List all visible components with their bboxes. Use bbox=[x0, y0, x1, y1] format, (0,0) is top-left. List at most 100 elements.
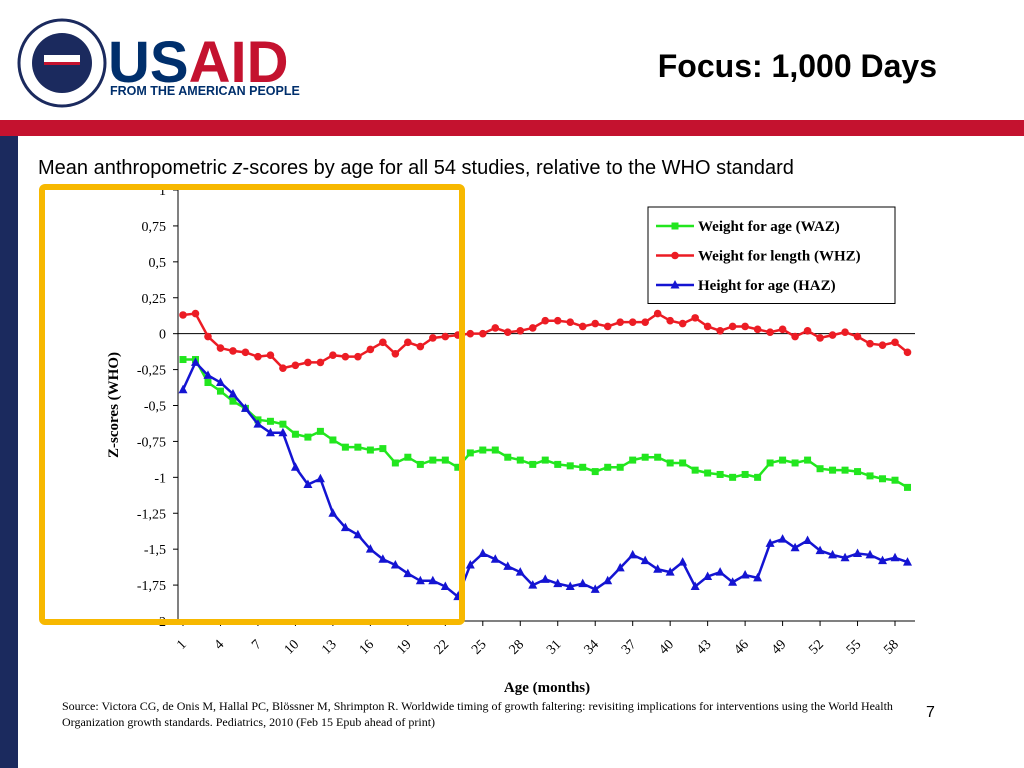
marker bbox=[841, 466, 849, 474]
marker bbox=[479, 446, 487, 454]
x-tick-label: 22 bbox=[432, 637, 453, 658]
marker bbox=[590, 584, 600, 593]
marker bbox=[653, 564, 663, 573]
marker bbox=[404, 338, 412, 347]
marker bbox=[415, 575, 425, 585]
x-tick-label: 10 bbox=[282, 637, 303, 658]
marker bbox=[603, 575, 613, 585]
marker bbox=[903, 348, 912, 357]
marker bbox=[578, 578, 588, 588]
marker bbox=[579, 463, 587, 471]
x-tick-label: 55 bbox=[844, 637, 865, 658]
marker bbox=[566, 318, 575, 326]
marker bbox=[204, 332, 212, 341]
y-tick-label: -0,5 bbox=[144, 400, 166, 415]
series-line bbox=[182, 358, 909, 489]
marker bbox=[690, 581, 700, 591]
marker bbox=[466, 329, 475, 338]
marker bbox=[565, 581, 575, 591]
marker bbox=[304, 433, 312, 441]
marker bbox=[541, 316, 550, 325]
title-part: Mean anthropometric bbox=[38, 157, 233, 179]
marker bbox=[665, 567, 675, 576]
marker bbox=[304, 358, 312, 367]
x-axis-title: Age (months) bbox=[504, 680, 590, 696]
marker bbox=[728, 322, 737, 331]
legend-label: Weight for length (WHZ) bbox=[698, 249, 861, 265]
marker bbox=[666, 459, 674, 467]
y-tick-label: -1,5 bbox=[144, 543, 166, 558]
marker bbox=[353, 529, 363, 539]
marker bbox=[391, 459, 399, 467]
marker bbox=[678, 557, 688, 566]
marker bbox=[441, 332, 450, 341]
marker bbox=[215, 377, 225, 387]
marker bbox=[603, 322, 612, 331]
marker bbox=[741, 322, 749, 331]
marker bbox=[778, 534, 788, 543]
marker bbox=[429, 334, 437, 342]
marker bbox=[853, 332, 862, 341]
marker bbox=[828, 331, 837, 339]
marker bbox=[291, 430, 299, 438]
marker bbox=[829, 466, 837, 474]
marker bbox=[316, 358, 325, 367]
marker bbox=[241, 348, 250, 357]
x-tick-label: 19 bbox=[394, 637, 415, 658]
marker bbox=[253, 419, 263, 428]
logo-us: US bbox=[108, 30, 189, 95]
marker bbox=[616, 318, 624, 326]
y-tick-label: 0,25 bbox=[142, 292, 167, 307]
marker bbox=[878, 341, 887, 349]
x-tick-label: 37 bbox=[619, 637, 640, 658]
marker bbox=[541, 456, 549, 464]
marker bbox=[454, 463, 462, 471]
marker bbox=[828, 549, 838, 559]
marker bbox=[903, 557, 913, 566]
marker bbox=[640, 555, 650, 565]
marker bbox=[766, 328, 774, 337]
marker bbox=[379, 338, 387, 347]
marker bbox=[279, 364, 287, 372]
marker bbox=[528, 580, 538, 589]
marker bbox=[303, 479, 313, 489]
marker bbox=[290, 462, 300, 471]
marker bbox=[703, 322, 712, 331]
marker bbox=[179, 311, 187, 319]
marker bbox=[178, 384, 188, 394]
marker bbox=[204, 379, 212, 387]
marker bbox=[666, 316, 674, 325]
marker bbox=[366, 345, 375, 354]
marker bbox=[879, 475, 887, 483]
marker bbox=[615, 562, 625, 572]
marker bbox=[240, 403, 250, 412]
marker bbox=[779, 456, 787, 464]
marker bbox=[216, 344, 225, 352]
marker bbox=[403, 568, 413, 578]
marker bbox=[629, 456, 637, 464]
marker bbox=[815, 545, 825, 555]
marker bbox=[341, 352, 350, 361]
marker bbox=[804, 456, 812, 464]
x-tick-label: 46 bbox=[731, 637, 752, 658]
marker bbox=[890, 552, 900, 562]
marker bbox=[653, 309, 662, 318]
marker bbox=[528, 324, 537, 332]
marker bbox=[466, 449, 474, 457]
marker bbox=[578, 322, 587, 331]
highlight-box bbox=[39, 184, 465, 625]
chart-title: Mean anthropometric z-scores by age for … bbox=[38, 157, 794, 179]
marker bbox=[440, 581, 450, 591]
logo-aid: AID bbox=[189, 30, 289, 95]
marker bbox=[591, 468, 599, 476]
marker bbox=[279, 420, 287, 428]
title-part: -scores by age for all 54 studies, relat… bbox=[243, 157, 794, 179]
marker bbox=[179, 356, 187, 364]
marker bbox=[803, 535, 813, 545]
marker bbox=[728, 577, 738, 586]
legend-label: Height for age (HAZ) bbox=[698, 278, 836, 294]
marker bbox=[654, 453, 662, 461]
marker bbox=[691, 466, 699, 474]
marker bbox=[754, 473, 762, 481]
